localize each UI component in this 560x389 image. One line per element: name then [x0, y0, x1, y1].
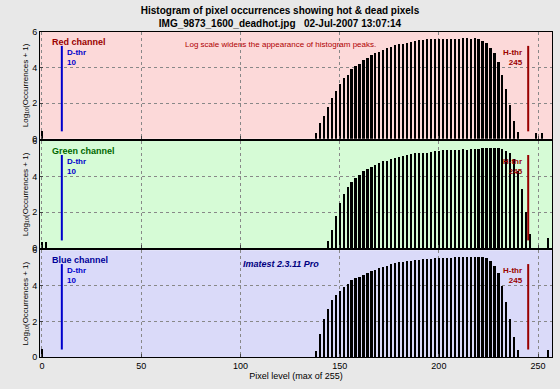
svg-text:Blue channel: Blue channel [52, 255, 108, 265]
svg-text:Log₁₀(Occurrences + 1): Log₁₀(Occurrences + 1) [21, 43, 30, 127]
svg-text:Pixel level (max of 255): Pixel level (max of 255) [249, 371, 343, 381]
svg-text:0: 0 [32, 352, 37, 362]
svg-text:0: 0 [32, 243, 37, 253]
svg-text:4: 4 [32, 281, 37, 291]
svg-text:6: 6 [32, 136, 37, 146]
svg-text:D-thr10: D-thr10 [67, 266, 86, 285]
svg-text:250: 250 [531, 361, 546, 371]
svg-text:2: 2 [32, 317, 37, 327]
svg-text:D-thr10: D-thr10 [67, 157, 86, 176]
svg-text:0: 0 [32, 134, 37, 144]
svg-text:6: 6 [32, 27, 37, 37]
svg-text:2: 2 [32, 98, 37, 108]
svg-text:Imatest 2.3.11 Pro: Imatest 2.3.11 Pro [243, 259, 319, 269]
svg-text:Red channel: Red channel [52, 37, 106, 47]
svg-text:H-thr245: H-thr245 [503, 48, 523, 67]
svg-text:Green channel: Green channel [52, 146, 115, 156]
svg-text:Histogram of pixel occurrences: Histogram of pixel occurrences showing h… [141, 5, 420, 29]
svg-text:Log scale widens the appearanc: Log scale widens the appearance of histo… [185, 40, 376, 49]
svg-text:H-thr245: H-thr245 [503, 266, 523, 285]
svg-text:50: 50 [136, 361, 146, 371]
svg-text:0: 0 [39, 361, 44, 371]
svg-text:Log₁₀(Occurrences + 1): Log₁₀(Occurrences + 1) [21, 261, 30, 345]
svg-text:2: 2 [32, 207, 37, 217]
svg-text:H-thr245: H-thr245 [503, 157, 523, 176]
svg-text:4: 4 [32, 63, 37, 73]
svg-text:D-thr10: D-thr10 [67, 48, 86, 67]
svg-text:6: 6 [32, 245, 37, 255]
svg-text:150: 150 [332, 361, 347, 371]
svg-text:200: 200 [431, 361, 446, 371]
svg-text:100: 100 [233, 361, 248, 371]
svg-text:Log₁₀(Occurrences + 1): Log₁₀(Occurrences + 1) [21, 152, 30, 236]
svg-text:4: 4 [32, 172, 37, 182]
